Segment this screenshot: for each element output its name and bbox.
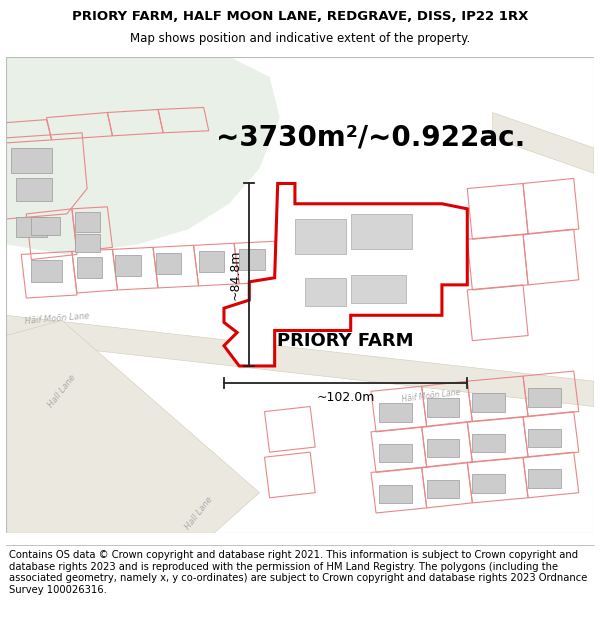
Bar [31, 217, 60, 235]
Polygon shape [224, 184, 467, 366]
Polygon shape [6, 371, 118, 482]
Bar [75, 234, 100, 253]
Text: Hall Lane: Hall Lane [184, 495, 214, 531]
Text: ~84.8m: ~84.8m [229, 249, 242, 300]
Text: ~3730m²/~0.922ac.: ~3730m²/~0.922ac. [217, 124, 526, 152]
Text: Map shows position and indicative extent of the property.: Map shows position and indicative extent… [130, 32, 470, 45]
Bar [350, 275, 406, 303]
Bar [11, 148, 52, 173]
Bar [350, 214, 412, 249]
Bar [16, 178, 52, 201]
Bar [472, 474, 505, 492]
Text: Hall Lane: Hall Lane [47, 373, 77, 409]
Bar [379, 484, 412, 503]
Bar [295, 219, 346, 254]
Bar [115, 256, 141, 276]
Text: Hāif Moōn Lane: Hāif Moōn Lane [401, 388, 461, 404]
Text: PRIORY FARM: PRIORY FARM [277, 332, 414, 349]
Bar [31, 259, 62, 282]
Polygon shape [6, 401, 107, 503]
Bar [305, 278, 346, 306]
Bar [239, 249, 265, 269]
Bar [427, 398, 459, 417]
Bar [379, 404, 412, 422]
Bar [528, 429, 560, 447]
Text: Hāif Moōn Lane: Hāif Moōn Lane [24, 311, 89, 326]
Text: PRIORY FARM, HALF MOON LANE, REDGRAVE, DISS, IP22 1RX: PRIORY FARM, HALF MOON LANE, REDGRAVE, D… [72, 9, 528, 22]
Polygon shape [6, 57, 280, 254]
Polygon shape [6, 315, 594, 406]
Bar [472, 434, 505, 452]
Bar [427, 439, 459, 458]
Bar [75, 212, 100, 232]
Bar [77, 258, 103, 278]
Bar [199, 251, 224, 272]
Bar [427, 479, 459, 498]
Bar [156, 253, 181, 274]
Bar [16, 217, 47, 238]
Polygon shape [493, 112, 594, 173]
Text: ~102.0m: ~102.0m [316, 391, 375, 404]
Bar [379, 444, 412, 462]
Text: Contains OS data © Crown copyright and database right 2021. This information is : Contains OS data © Crown copyright and d… [9, 550, 587, 595]
Bar [472, 393, 505, 412]
Bar [528, 469, 560, 488]
Polygon shape [6, 321, 259, 533]
Bar [528, 388, 560, 406]
